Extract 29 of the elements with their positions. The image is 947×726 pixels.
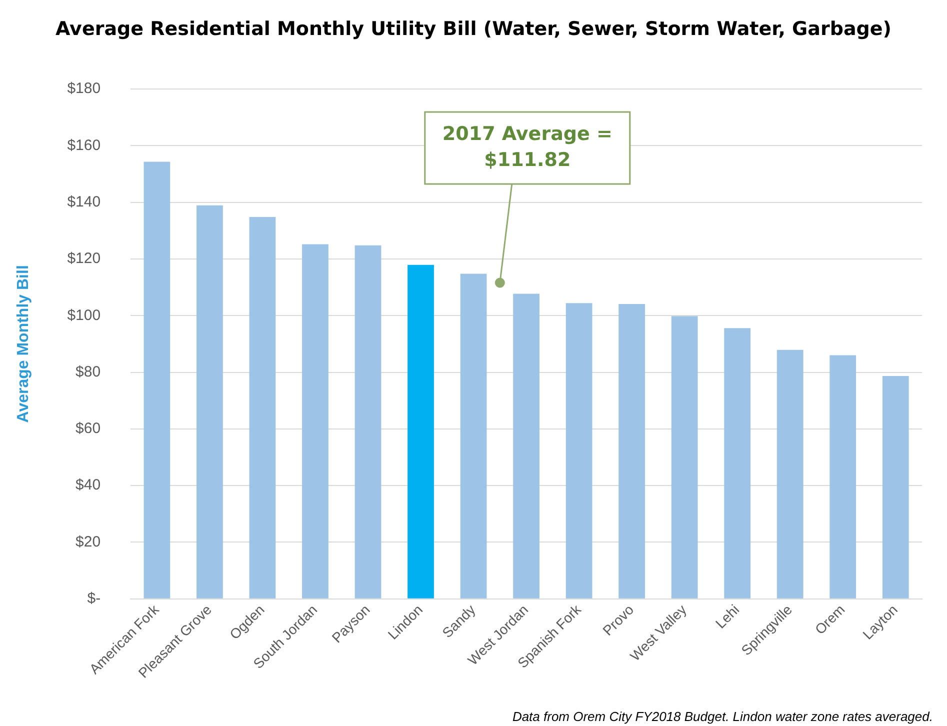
bar	[302, 244, 328, 598]
annotation: 2017 Average = $111.82	[442, 122, 612, 171]
text: Data from Orem City FY2018 Budget. Lindon water zone rates averaged.	[512, 709, 933, 724]
bar	[882, 376, 909, 598]
y-tick-label: $60	[76, 420, 101, 438]
y-tick-label: $20	[76, 533, 101, 550]
y-tick-label: $160	[67, 136, 101, 154]
bar	[618, 304, 645, 598]
y-tick-label: $80	[76, 363, 101, 380]
y-tick-label: $180	[67, 80, 101, 98]
bar	[830, 355, 856, 598]
y-tick-label: $40	[76, 476, 101, 494]
bar	[354, 245, 382, 598]
bar	[196, 205, 223, 598]
bar	[144, 162, 170, 598]
y-tick-label: $100	[67, 306, 101, 324]
y-tick-label: $-	[87, 590, 101, 608]
bar	[408, 264, 434, 598]
chart-title: Average Residential Monthly Utility Bill (Water, Sewer, Storm Water, Garbage)	[54, 18, 892, 40]
bar	[776, 350, 804, 598]
y-tick-label: $140	[67, 193, 101, 210]
y-axis-title: Average Monthly Bill	[15, 265, 32, 423]
bar	[671, 316, 698, 598]
bar	[460, 274, 487, 598]
y-tick-label: $120	[67, 250, 101, 268]
bar	[249, 217, 276, 598]
bar	[513, 294, 540, 598]
bar	[724, 328, 751, 598]
bar	[566, 303, 592, 598]
